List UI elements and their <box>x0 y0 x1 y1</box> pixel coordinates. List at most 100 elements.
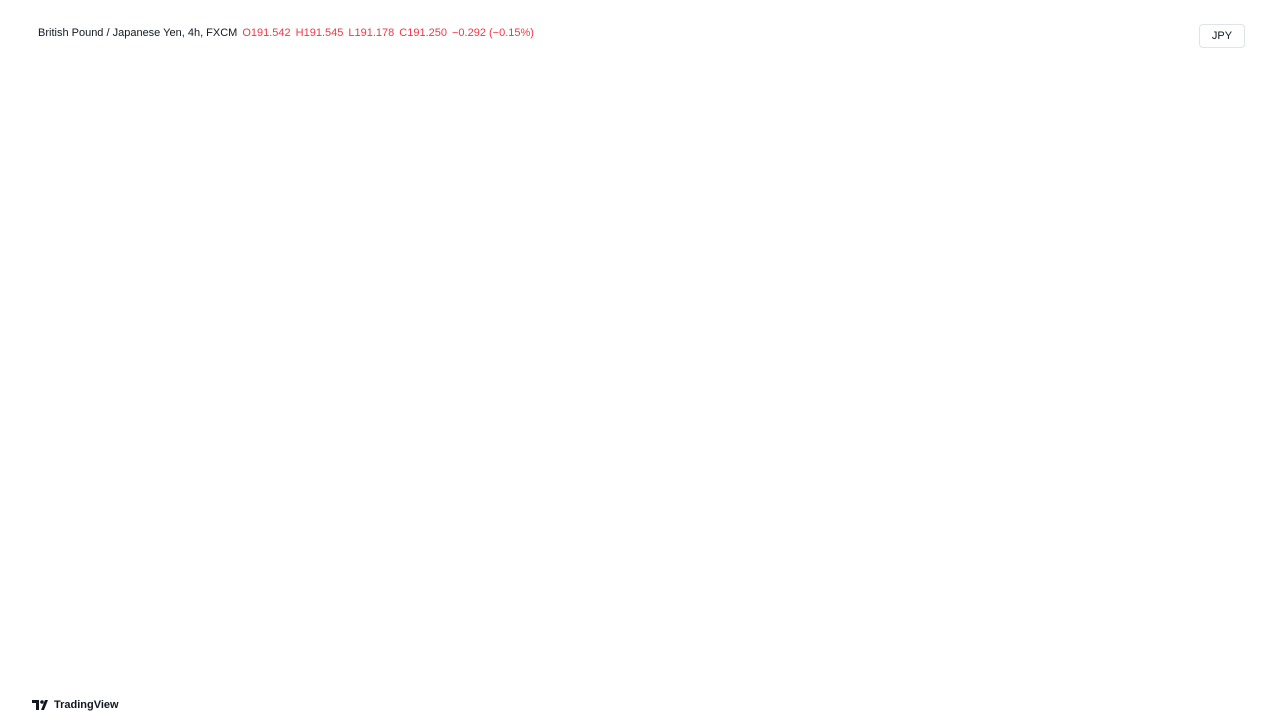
candle-body <box>929 197 939 217</box>
price-marker-box <box>1197 135 1243 151</box>
candle-body <box>421 309 432 313</box>
x-tick-label: Feb <box>208 674 227 686</box>
x-tick-label: 15 <box>987 674 999 686</box>
candle-body <box>570 265 581 285</box>
currency-button[interactable]: JPY <box>1199 24 1245 48</box>
ohlc-close: C191.250 <box>399 27 447 39</box>
y-tick-label: 189.000 <box>1203 319 1243 331</box>
price-marker-box <box>1197 205 1243 221</box>
x-tick-label: 18 <box>689 674 701 686</box>
y-tick-label: 190.000 <box>1203 279 1243 291</box>
value-marker-box <box>1197 571 1243 586</box>
value-marker-label: 57.252 <box>1203 561 1237 573</box>
price-marker-box <box>1197 264 1243 280</box>
x-tick-label: 14:00 <box>457 674 485 686</box>
y-tick-label: 0.000 <box>1203 648 1231 660</box>
y-tick-label: 195.000 <box>1203 79 1243 91</box>
candle-body <box>899 213 909 245</box>
brand-logo <box>32 700 48 710</box>
price-marker-label: 187.101 <box>1200 395 1240 407</box>
candle-body <box>585 285 596 317</box>
price-marker-label: 190.297 <box>1200 267 1240 279</box>
ohlc-open: O191.542 <box>242 27 291 39</box>
candle-body <box>257 413 268 429</box>
candle-body <box>839 249 850 257</box>
ohlc-low: L191.178 <box>348 27 395 39</box>
candle-body <box>973 209 984 225</box>
y-tick-label: 191.000 <box>1203 239 1243 251</box>
candle-body <box>988 225 999 261</box>
candle-body <box>272 409 283 429</box>
x-tick-label: May <box>1162 674 1183 686</box>
brand-name: TradingView <box>54 699 119 711</box>
candle-body <box>1078 235 1088 253</box>
candle-body <box>1003 189 1014 261</box>
candle-body <box>1063 225 1073 253</box>
candle-body <box>690 293 700 325</box>
x-tick-label: 22 <box>92 674 104 686</box>
price-marker-label: 191.808 <box>1200 207 1240 219</box>
x-tick-label: 8 <box>916 674 922 686</box>
price-marker-box <box>1197 393 1243 409</box>
frame <box>30 17 1249 692</box>
candle-body <box>720 193 730 277</box>
candle-body <box>764 209 775 257</box>
candle-body <box>541 257 551 289</box>
y-tick-label: 186.000 <box>1203 439 1243 451</box>
candle-body <box>93 341 103 361</box>
candle-body <box>451 257 462 281</box>
candle-body <box>958 181 969 209</box>
x-tick-label: Mar <box>521 674 540 686</box>
candle-body <box>884 213 894 245</box>
candle-body <box>227 397 238 449</box>
candle-body <box>600 317 611 345</box>
candle-body <box>347 293 357 317</box>
candle-body <box>317 345 327 353</box>
oscillator-band <box>31 623 1195 655</box>
candle-body <box>361 317 372 337</box>
y-tick-label: 187.000 <box>1203 399 1243 411</box>
candle-body <box>794 237 805 249</box>
price-marker-label: 192.836 <box>1200 165 1240 177</box>
candle-body <box>824 249 835 253</box>
candle-body <box>302 345 312 365</box>
brand: TradingView <box>32 699 119 711</box>
x-tick-label: 11 <box>615 674 626 686</box>
y-tick-label: 193.000 <box>1203 159 1243 171</box>
value-marker-box <box>1197 560 1243 575</box>
candle-body <box>48 373 59 429</box>
candle-body <box>197 401 208 421</box>
candle-body <box>854 257 865 265</box>
y-tick-label: 192.000 <box>1203 199 1243 211</box>
y-tick-label: 80.000 <box>1203 526 1237 538</box>
ohlc-change: −0.292 (−0.15%) <box>452 27 534 39</box>
candle-body <box>376 317 387 337</box>
candle-body <box>406 313 417 321</box>
candle-body <box>869 245 879 265</box>
countdown: 02:19:03 <box>1199 242 1242 254</box>
value-marker-label: 50.000 <box>1203 572 1237 584</box>
candle-body <box>466 245 477 257</box>
price-marker-label: 191.250 <box>1200 229 1240 241</box>
candle-body <box>481 245 491 265</box>
candle-body <box>809 249 820 253</box>
value-marker-box <box>1197 566 1243 581</box>
value-marker-label: 49.693 <box>1203 572 1237 584</box>
value-marker-box <box>1197 613 1243 628</box>
candle-body <box>287 365 297 409</box>
candle-body <box>1018 185 1029 189</box>
candle-body <box>526 289 536 301</box>
price-marker-label: 190.314 <box>1200 266 1240 278</box>
price-marker-box <box>1197 164 1243 180</box>
y-tick-label: 194.000 <box>1203 119 1243 131</box>
value-marker-label: 22.093 <box>1203 614 1237 626</box>
candle-body <box>1033 185 1044 201</box>
oscillator-line <box>38 508 1084 648</box>
candle-body <box>242 397 253 413</box>
candle-body <box>167 365 178 381</box>
x-tick-label: 22 <box>1062 674 1074 686</box>
candle-body <box>391 317 402 321</box>
candle-body <box>555 257 566 265</box>
